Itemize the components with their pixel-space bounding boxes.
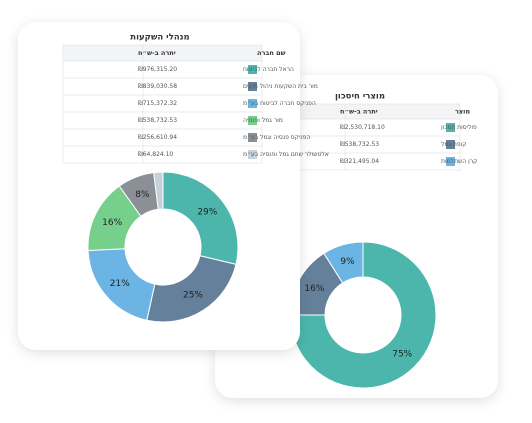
balance: ₪2,530,718.10 [340, 124, 385, 131]
balance: ₪64,824.10 [138, 151, 173, 158]
donut-slice [153, 171, 164, 210]
company-name: הפניקס פנסיה וגמל בע״מ [243, 134, 310, 141]
legend-swatch [446, 123, 455, 132]
balance: ₪538,732.53 [340, 141, 379, 148]
company-name: מור בית השקעות ניהול תיקים [243, 83, 318, 90]
table-header-bg [298, 104, 460, 119]
legend-swatch [248, 99, 257, 108]
legend-swatch [446, 157, 455, 166]
card: מנהלי השקעות שם חברה יתרה ב-ש״ח הראל חברה ל… [18, 22, 329, 350]
balance: ₪839,030.58 [138, 83, 177, 90]
card-title: מוצרי חיסכון [335, 92, 385, 102]
slice-label: 9% [340, 257, 355, 267]
table-header: מוצר [455, 108, 470, 116]
slice-label: 29% [197, 207, 217, 217]
company-name: מור גמל ופנסיה [243, 117, 283, 124]
card-title: מנהלי השקעות [130, 33, 189, 43]
company-name: הראל חברה לביטוח [243, 66, 294, 73]
slice-label: 75% [392, 350, 412, 360]
slice-label: 16% [304, 284, 324, 294]
legend-swatch [248, 116, 257, 125]
donut-slice [323, 241, 364, 284]
balance: ₪538,732.53 [138, 117, 177, 124]
company-name: קופת גמל [441, 141, 466, 148]
legend-swatch [248, 133, 257, 142]
balance: ₪976,315.20 [138, 66, 177, 73]
table-border [62, 44, 263, 164]
slice-label: 8% [135, 190, 150, 200]
legend-swatch [446, 140, 455, 149]
donut-slice [162, 171, 239, 265]
company-name: אלטשולר שחם גמל ופנסיה בע״מ [243, 151, 329, 158]
donut-slice [146, 255, 237, 323]
table-header-bg [63, 45, 262, 61]
legend-swatch [248, 150, 257, 159]
table-header: שם חברה [257, 49, 286, 57]
legend-swatch [248, 65, 257, 74]
donut-slice [289, 241, 437, 389]
legend-swatch [248, 82, 257, 91]
slice-label: 25% [183, 290, 203, 300]
company-name: קרן השתלמות [441, 158, 477, 165]
balance: ₪715,372.32 [138, 100, 177, 107]
slice-label: 16% [102, 218, 122, 228]
table-header: יתרה ב-ש״ח [138, 49, 176, 57]
table-header: יתרה ב-ש״ח [340, 108, 378, 116]
slice-label: 21% [110, 279, 130, 289]
company-name: הפניקס חברה לביטוח בע״מ [243, 100, 316, 107]
balance: ₪321,495.04 [340, 158, 379, 165]
balance: ₪256,610.94 [138, 134, 177, 141]
company-name: פוליסות חסכון [441, 124, 477, 131]
